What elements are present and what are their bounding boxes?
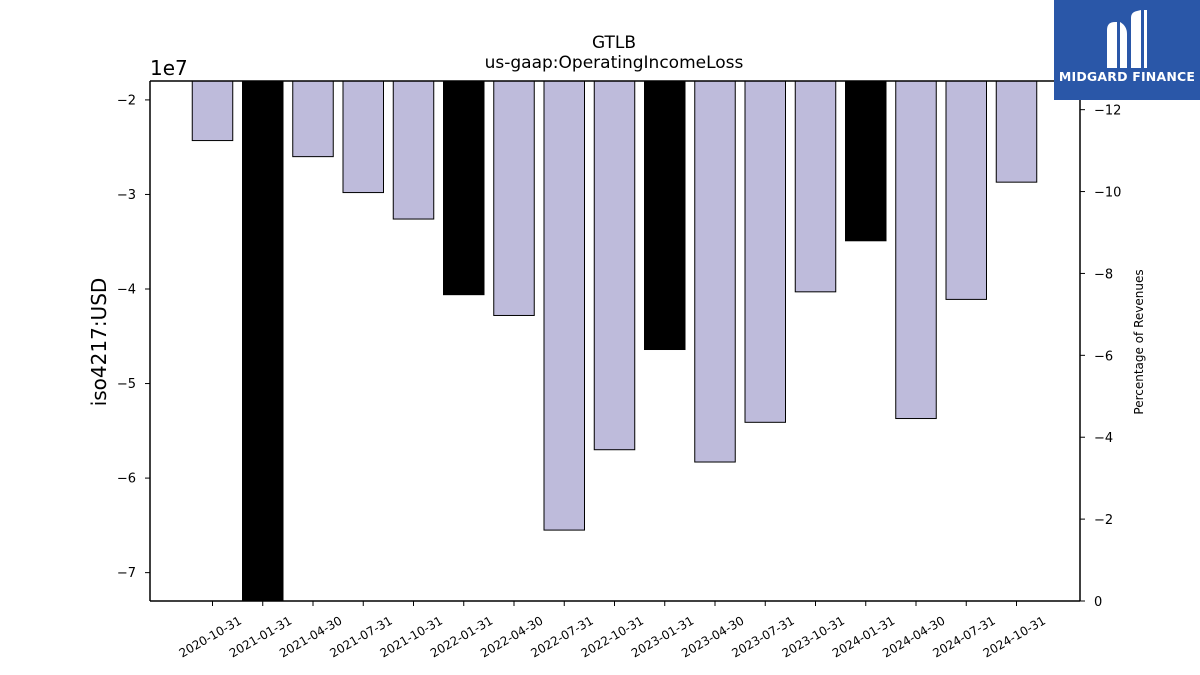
y-tick-label: −3 xyxy=(117,188,136,203)
bar-2022-10-31 xyxy=(593,80,636,451)
y2-tick-label: −4 xyxy=(1094,431,1113,446)
y-axis-label: iso4217:USD xyxy=(87,278,111,407)
bar-2021-10-31 xyxy=(392,80,435,220)
bar-2023-10-31 xyxy=(794,80,837,293)
y2-tick-label: −2 xyxy=(1094,513,1113,528)
bar-2023-07-31 xyxy=(744,80,786,423)
y-axis-offset-label: 1e7 xyxy=(150,56,188,80)
chart-subtitle: us-gaap:OperatingIncomeLoss xyxy=(485,53,744,73)
bar-2020-10-31 xyxy=(191,80,234,142)
midgard-logo: MIDGARD FINANCE xyxy=(1054,0,1200,100)
bar-2022-01-31 xyxy=(443,80,485,296)
y2-tick-label: −6 xyxy=(1094,349,1113,364)
y2-tick-label: −12 xyxy=(1094,104,1121,119)
midgard-logo-icon xyxy=(1107,10,1147,68)
y2-tick-label: −8 xyxy=(1094,267,1113,282)
bar-2023-04-30 xyxy=(694,80,736,463)
y2-tick-label: 0 xyxy=(1094,595,1102,610)
bar-2024-04-30 xyxy=(895,80,937,420)
y-tick-label: −4 xyxy=(117,283,136,298)
y-tick-label: −2 xyxy=(117,93,136,108)
bar-2024-01-31 xyxy=(845,80,887,242)
bar-2022-04-30 xyxy=(493,80,535,316)
y2-axis-label: Percentage of Revenues xyxy=(1132,269,1146,414)
logo-text: MIDGARD FINANCE xyxy=(1058,69,1196,84)
y-tick-label: −7 xyxy=(117,566,136,581)
bar-2023-01-31 xyxy=(644,80,686,351)
bar-2021-01-31 xyxy=(242,80,284,602)
chart-title: GTLB xyxy=(592,33,636,53)
y-tick-label: −5 xyxy=(117,377,136,392)
bar-2024-10-31 xyxy=(995,80,1038,183)
bar-2022-07-31 xyxy=(543,80,585,531)
y-tick-label: −6 xyxy=(117,472,136,487)
bar-2021-04-30 xyxy=(292,80,334,158)
bar-2021-07-31 xyxy=(342,80,384,194)
y2-tick-label: −10 xyxy=(1094,186,1121,201)
bar-2024-07-31 xyxy=(945,80,987,300)
